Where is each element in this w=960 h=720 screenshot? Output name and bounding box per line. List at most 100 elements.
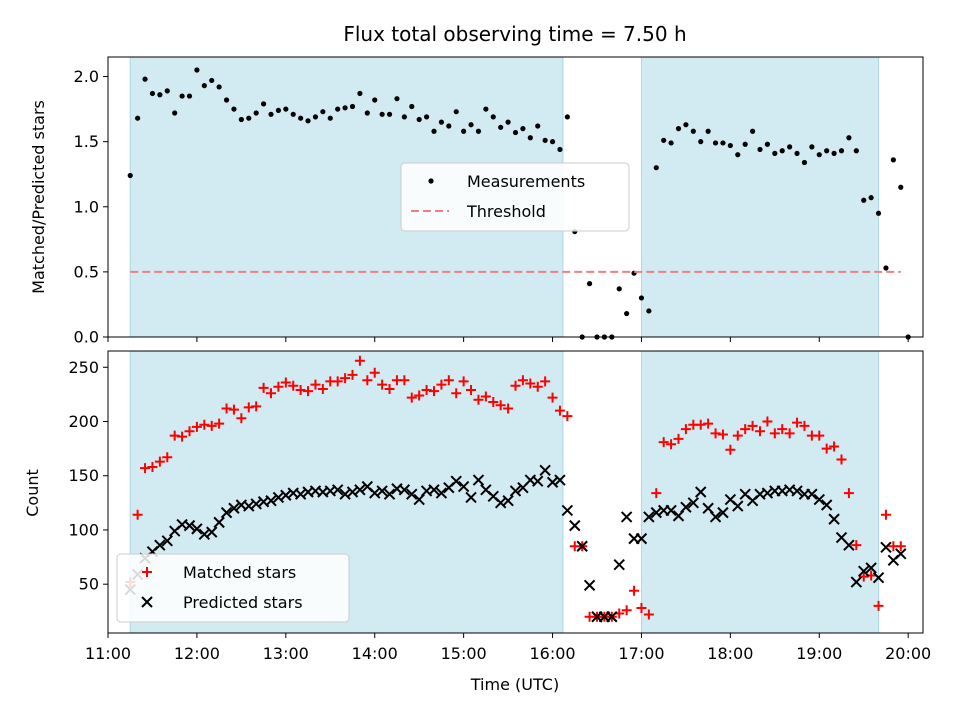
x-tick-label: 20:00 <box>885 644 931 663</box>
data-point <box>436 379 447 390</box>
data-point <box>260 101 267 107</box>
data-point <box>498 124 504 130</box>
data-point <box>450 475 462 487</box>
data-point <box>186 93 193 99</box>
data-point <box>512 129 519 136</box>
data-point <box>216 84 222 90</box>
data-point <box>461 128 467 134</box>
y-tick-label: 0.0 <box>74 328 99 347</box>
data-point <box>762 416 773 427</box>
data-point <box>895 541 906 552</box>
data-point <box>266 388 276 399</box>
data-point <box>372 97 378 103</box>
data-point <box>406 488 418 500</box>
y-tick-label: 1.5 <box>74 132 99 151</box>
data-point <box>347 369 358 380</box>
data-point <box>446 123 452 129</box>
x-tick-label: 17:00 <box>618 644 664 663</box>
data-point <box>357 90 363 97</box>
data-point <box>423 114 430 120</box>
data-point <box>742 141 748 147</box>
data-point <box>298 115 304 121</box>
data-point <box>369 367 380 378</box>
data-point <box>443 375 454 386</box>
data-point <box>340 373 351 384</box>
data-point <box>386 111 393 117</box>
data-point <box>228 404 239 415</box>
y-tick-label: 100 <box>68 520 99 539</box>
data-point <box>540 376 551 387</box>
data-point <box>191 421 202 432</box>
data-point <box>732 430 743 441</box>
data-point <box>809 144 815 150</box>
data-point <box>273 381 284 392</box>
data-point <box>268 111 274 117</box>
data-point <box>495 400 506 411</box>
data-point <box>253 110 259 116</box>
data-point <box>342 105 348 111</box>
data-point <box>777 424 788 435</box>
data-point <box>305 118 311 124</box>
data-point <box>290 111 296 117</box>
data-point <box>564 114 570 120</box>
data-point <box>384 383 395 394</box>
data-point <box>539 464 551 477</box>
data-point <box>643 609 654 620</box>
x-tick-label: 12:00 <box>174 644 220 663</box>
data-point <box>880 509 891 520</box>
data-point <box>732 500 744 512</box>
data-point <box>364 110 370 116</box>
legend: Measurements Threshold <box>400 162 630 232</box>
data-point <box>466 385 477 396</box>
data-point <box>717 429 728 440</box>
data-point <box>206 420 217 431</box>
data-point <box>547 392 558 403</box>
data-point <box>873 600 884 611</box>
data-point <box>824 148 830 154</box>
data-point <box>520 126 526 132</box>
data-point <box>332 376 343 387</box>
data-point <box>140 463 151 474</box>
data-point <box>206 526 218 538</box>
data-point <box>132 509 143 520</box>
data-point <box>851 540 862 551</box>
data-point <box>658 437 669 448</box>
data-point <box>779 148 785 154</box>
data-point <box>377 379 388 390</box>
legend-box <box>400 162 630 232</box>
y-tick-label: 0.5 <box>74 262 99 281</box>
data-point <box>569 519 581 532</box>
data-point <box>850 576 863 588</box>
data-point <box>327 115 333 121</box>
data-point <box>799 420 810 431</box>
data-point <box>505 119 511 125</box>
data-point <box>698 139 704 145</box>
data-point <box>764 141 771 147</box>
data-point <box>223 97 230 103</box>
data-point <box>490 114 496 120</box>
legend-box <box>116 553 350 623</box>
data-point <box>147 462 158 473</box>
data-point <box>769 428 780 439</box>
data-point <box>858 565 870 577</box>
data-point <box>149 90 156 97</box>
data-point <box>317 383 328 394</box>
data-point <box>557 146 563 153</box>
data-point <box>503 403 514 414</box>
data-point <box>613 558 625 571</box>
x-tick-label: 18:00 <box>707 644 753 663</box>
data-point <box>838 148 845 154</box>
data-point <box>214 418 225 429</box>
data-point <box>199 419 210 430</box>
data-point <box>868 195 874 201</box>
data-point <box>191 523 203 535</box>
data-point <box>362 375 373 386</box>
data-point <box>354 484 366 496</box>
y-tick-label: 2.0 <box>74 67 99 86</box>
data-point <box>243 402 254 413</box>
data-point <box>749 128 756 134</box>
data-point <box>801 159 808 166</box>
data-point <box>554 405 565 416</box>
data-point <box>865 562 877 574</box>
